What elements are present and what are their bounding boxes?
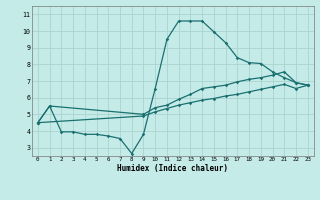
X-axis label: Humidex (Indice chaleur): Humidex (Indice chaleur) bbox=[117, 164, 228, 173]
